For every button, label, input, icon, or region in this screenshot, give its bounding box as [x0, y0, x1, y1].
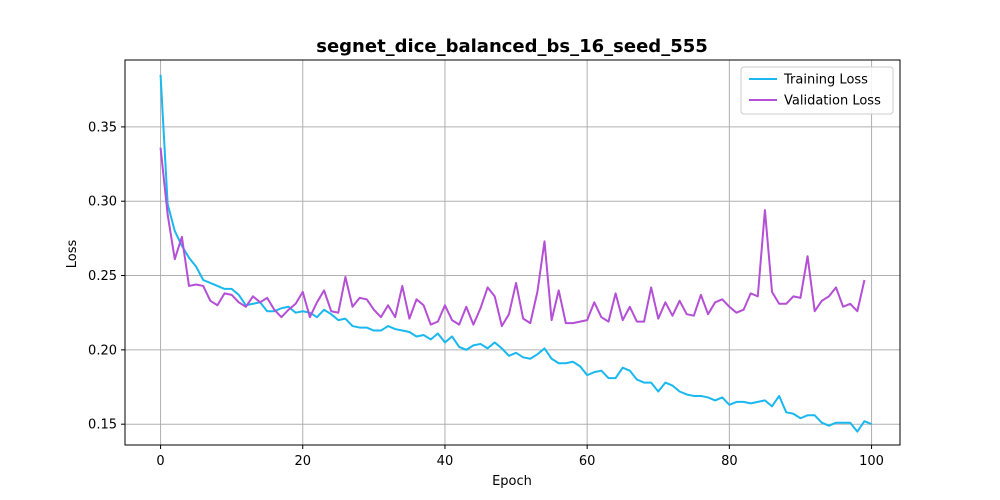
plot-frame — [124, 59, 901, 446]
x-tick-label: 60 — [579, 454, 596, 469]
legend-box — [740, 66, 894, 115]
legend: Training Loss Validation Loss — [740, 66, 894, 115]
y-tick-label: 0.30 — [88, 195, 117, 210]
x-tick-label: 20 — [294, 454, 311, 469]
y-tick-label: 0.35 — [88, 120, 117, 135]
grid-lines — [125, 60, 900, 445]
y-axis-label: Loss — [65, 240, 80, 269]
x-tick-label: 100 — [859, 454, 884, 469]
axis-ticks: 0 20 40 60 80 100 0.15 0.20 0.25 0.30 0.35 — [88, 120, 884, 469]
y-tick-label: 0.25 — [88, 269, 117, 284]
x-tick-label: 0 — [156, 454, 164, 469]
legend-label: Validation Loss — [784, 94, 881, 109]
series-lines — [159, 74, 872, 433]
chart-title: segnet_dice_balanced_bs_16_seed_555 — [316, 36, 708, 57]
x-tick-label: 80 — [721, 454, 738, 469]
series-line-validation-loss — [159, 147, 866, 328]
y-tick-label: 0.20 — [88, 343, 117, 358]
x-axis-label: Epoch — [492, 474, 532, 489]
y-tick-label: 0.15 — [88, 418, 117, 433]
series-line-training-loss — [159, 74, 872, 433]
x-tick-label: 40 — [437, 454, 454, 469]
legend-label: Training Loss — [783, 73, 868, 88]
